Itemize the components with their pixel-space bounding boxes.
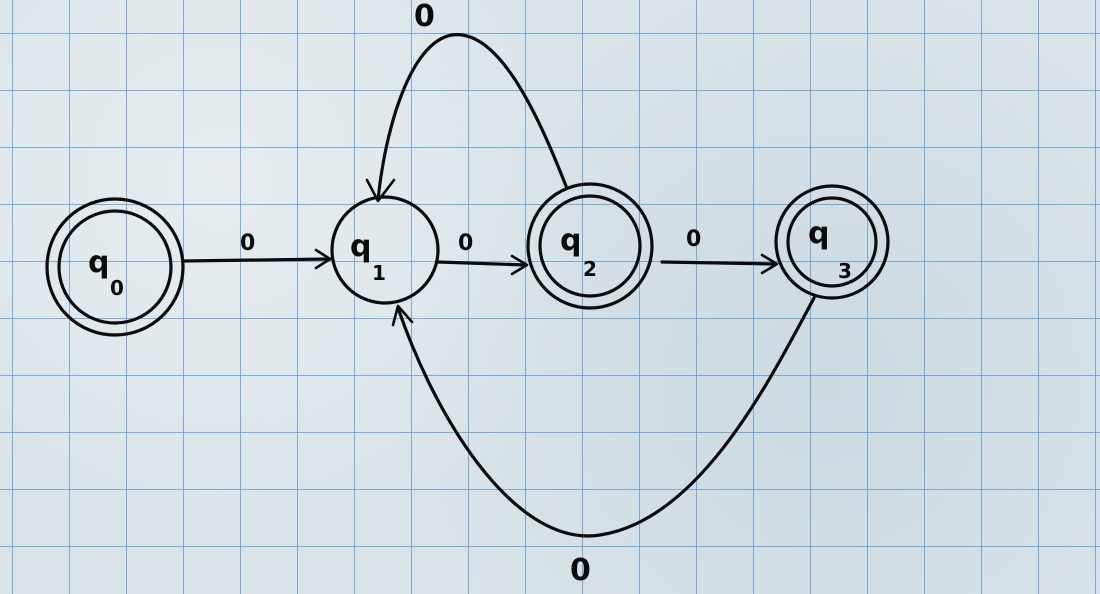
transition-q3-q1: 0	[391, 296, 816, 588]
transition-q2-q1-label: 0	[414, 0, 435, 34]
transition-q2-q1-arc	[376, 33, 568, 202]
state-q1-circle	[330, 195, 440, 305]
state-q0: q 0	[45, 197, 185, 337]
transition-q2-q3-arrowhead	[760, 253, 779, 275]
transition-q3-q1-label: 0	[570, 553, 591, 588]
transition-q2-q3-line	[660, 260, 778, 266]
state-q0-inner-circle	[57, 209, 173, 325]
state-q3: q 3	[774, 184, 890, 300]
state-q3-subscript: 3	[838, 259, 852, 283]
transition-q1-q2-arrowhead	[510, 254, 529, 276]
transition-q2-q1: 0	[365, 0, 568, 203]
transition-q0-q1-line	[182, 257, 332, 263]
state-q2-outer-circle	[526, 182, 654, 310]
state-q2-symbol: q	[560, 223, 581, 258]
state-q1-symbol: q	[350, 229, 371, 264]
transition-q1-q2: 0	[436, 231, 529, 276]
state-q3-symbol: q	[808, 216, 829, 251]
transition-q2-q3-label: 0	[686, 227, 701, 252]
transition-q3-q1-arrowhead	[391, 304, 414, 327]
state-q3-inner-circle	[786, 196, 878, 288]
state-q0-symbol: q	[88, 245, 109, 280]
transition-q2-q1-arrowhead	[365, 178, 396, 203]
transition-q2-q3: 0	[660, 227, 779, 275]
state-q1: q 1	[330, 195, 440, 305]
transition-q1-q2-label: 0	[458, 231, 473, 256]
state-q2: q 2	[526, 182, 654, 310]
state-q0-subscript: 0	[110, 276, 124, 300]
transition-q1-q2-line	[436, 260, 528, 267]
transition-q3-q1-arc	[396, 296, 816, 538]
state-q0-outer-circle	[45, 197, 185, 337]
state-q1-subscript: 1	[372, 261, 386, 285]
transition-q0-q1-label: 0	[240, 231, 255, 256]
state-q2-subscript: 2	[583, 257, 597, 281]
state-q3-outer-circle	[774, 184, 890, 300]
transition-q0-q1-arrowhead	[314, 248, 332, 270]
transition-q0-q1: 0	[182, 231, 332, 270]
state-q2-inner-circle	[538, 194, 642, 298]
